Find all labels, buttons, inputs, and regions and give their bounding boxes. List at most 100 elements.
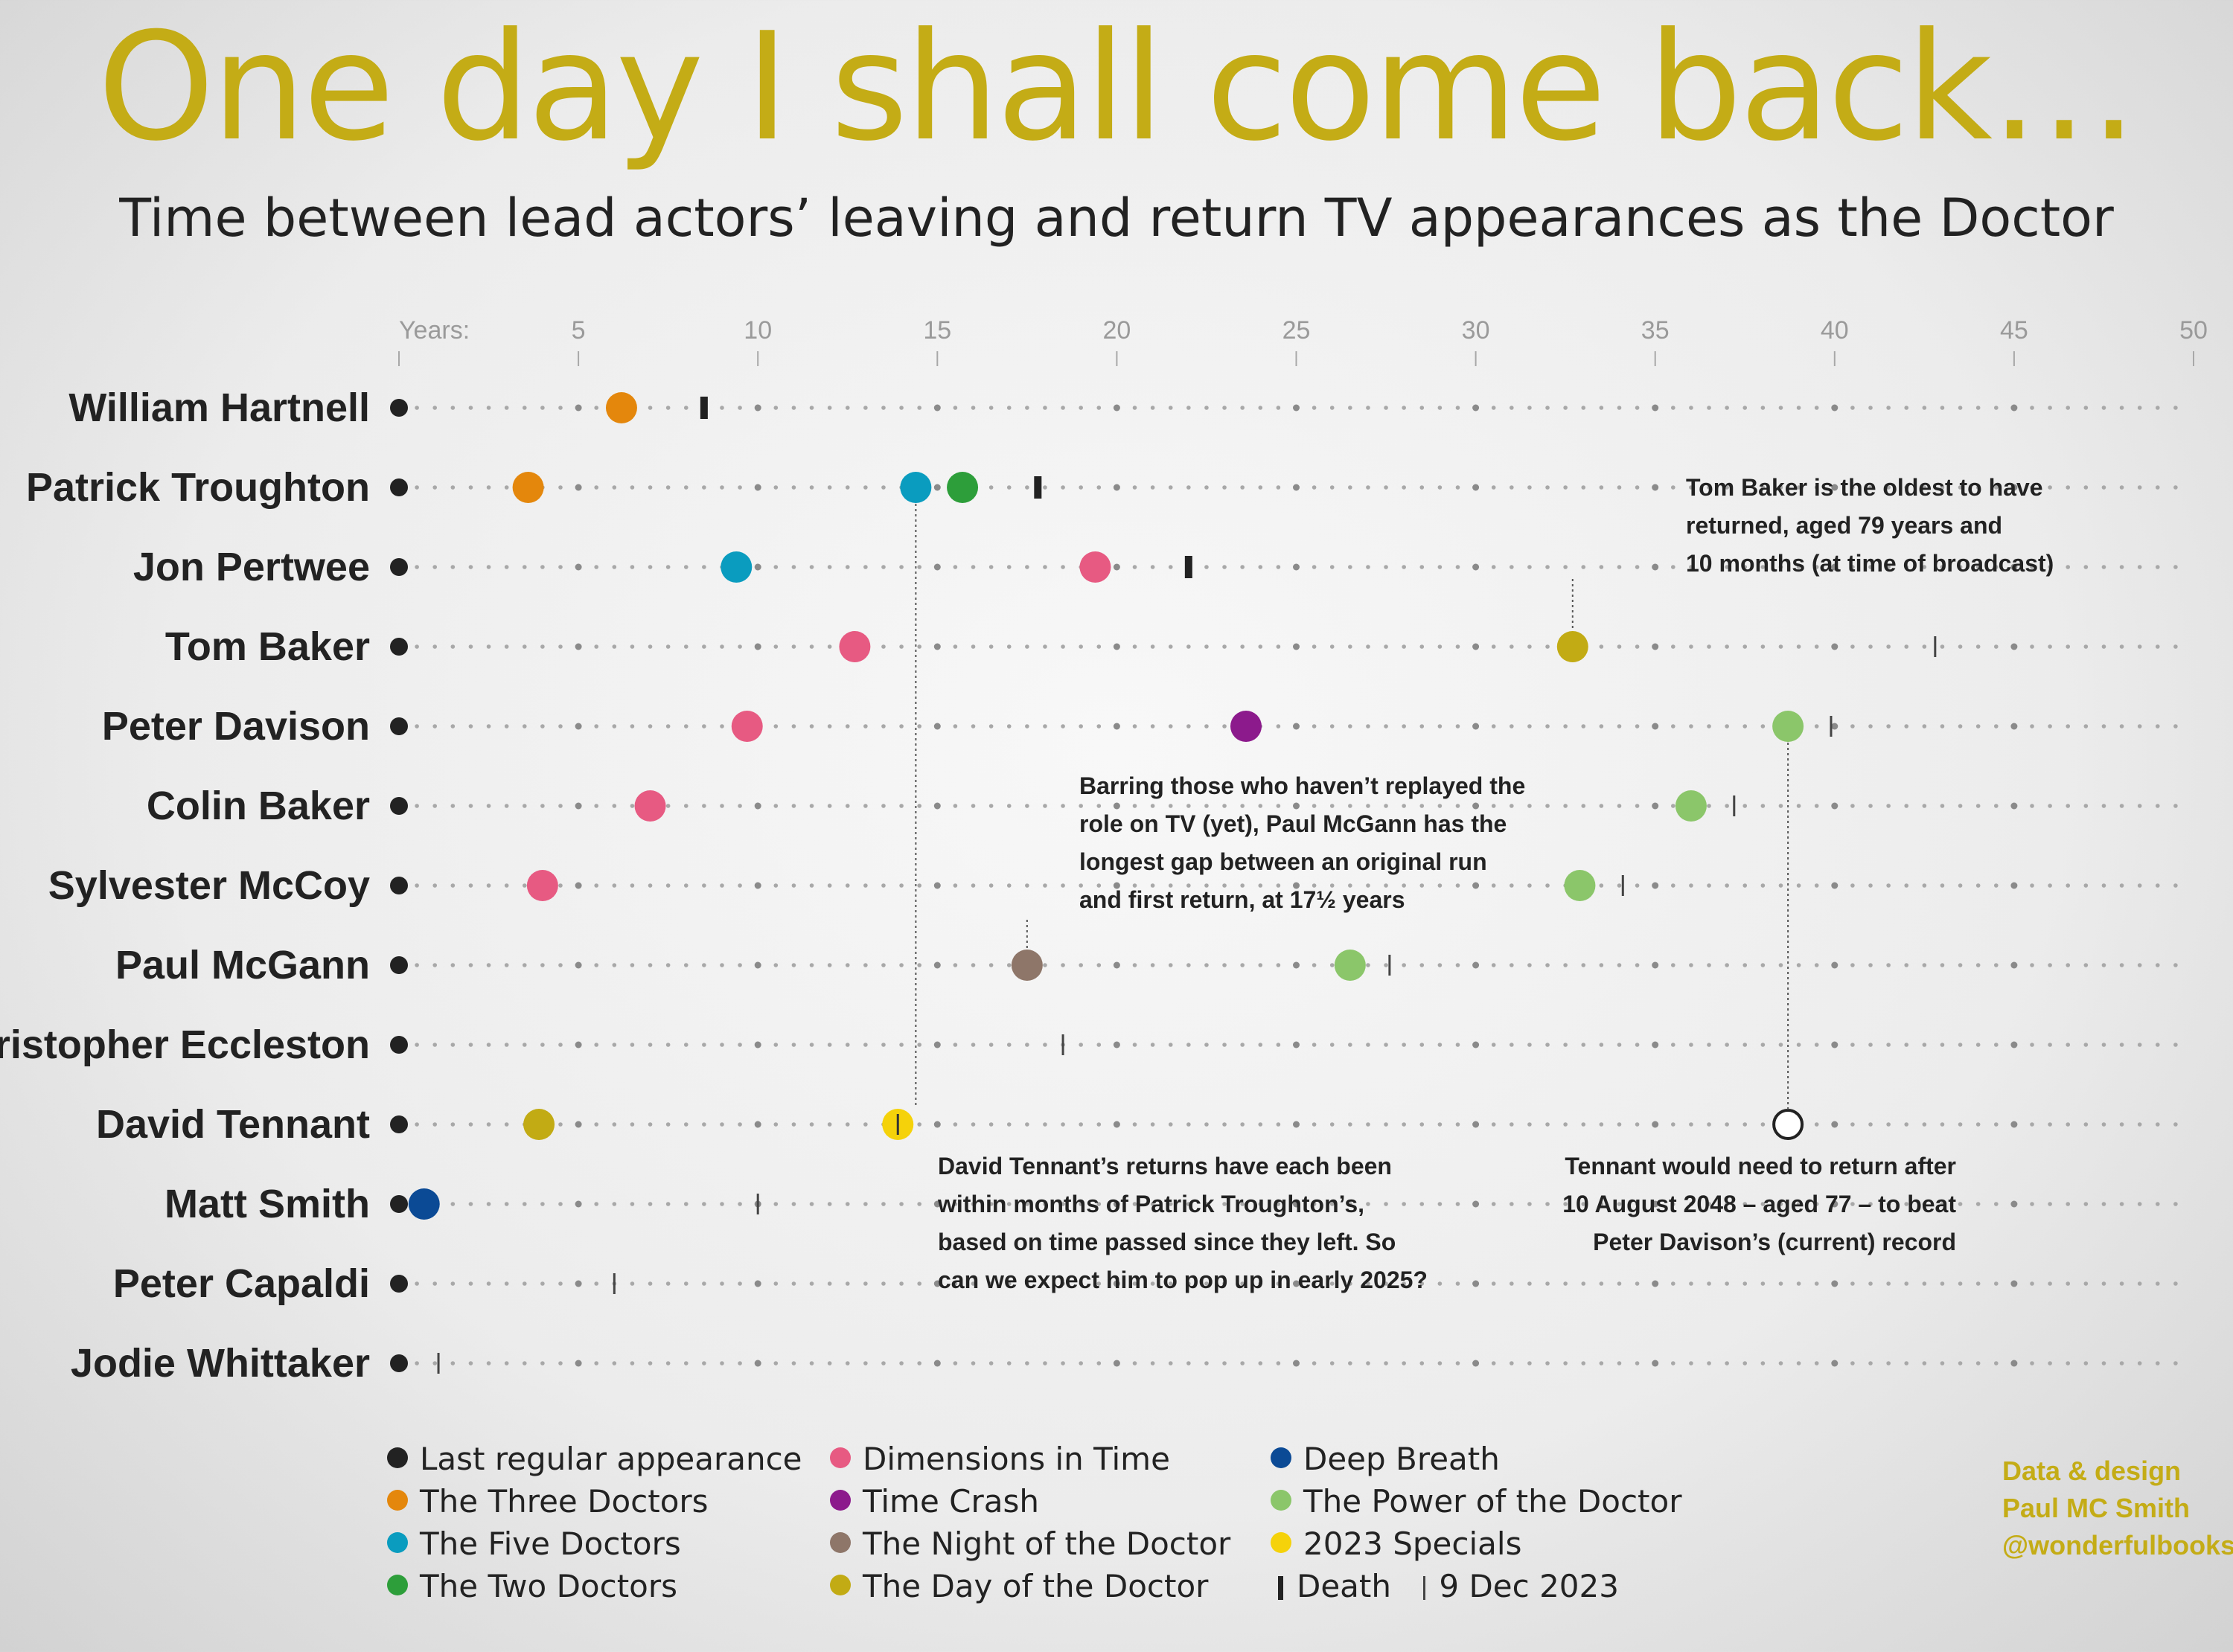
- guide-dot: [522, 1043, 527, 1047]
- guide-dot: [575, 882, 582, 889]
- guide-dot: [1168, 406, 1173, 410]
- guide-dot: [1922, 1202, 1927, 1206]
- guide-dot: [1168, 1202, 1173, 1206]
- guide-dot: [933, 1360, 941, 1367]
- guide-dot: [648, 1043, 653, 1047]
- guide-dot: [1725, 1281, 1729, 1286]
- guide-dot: [665, 565, 671, 569]
- guide-dot: [1617, 724, 1622, 729]
- doctor-row: Tom Baker: [165, 624, 2178, 669]
- guide-dot: [2083, 1281, 2089, 1286]
- guide-dot: [1455, 724, 1460, 729]
- guide-dot: [1419, 406, 1425, 410]
- guide-dot: [2066, 485, 2071, 490]
- guide-dot: [738, 883, 742, 888]
- guide-dot: [1886, 406, 1891, 410]
- guide-dot: [1096, 1122, 1102, 1127]
- doctor-name: Tom Baker: [165, 624, 370, 669]
- guide-dot: [1312, 804, 1317, 808]
- guide-dot: [1814, 1202, 1819, 1206]
- guide-dot: [1617, 565, 1622, 569]
- guide-dot: [2066, 644, 2071, 649]
- x-tick-label: 35: [1641, 316, 1670, 345]
- return-dot-dimensions: [634, 790, 666, 822]
- guide-dot: [1472, 723, 1480, 730]
- guide-dot: [2030, 963, 2034, 967]
- guide-dot: [1527, 1043, 1532, 1047]
- death-marker-icon: [1278, 1576, 1283, 1600]
- guide-dot: [2010, 723, 2018, 730]
- guide-dot: [827, 1122, 832, 1127]
- guide-dot: [1993, 963, 1999, 967]
- guide-dot: [1993, 1122, 1999, 1127]
- guide-dot: [1725, 644, 1729, 649]
- doctor-row: Matt Smith: [164, 1182, 2178, 1226]
- guide-dot: [1814, 1122, 1819, 1127]
- annotation-line: returned, aged 79 years and: [1686, 512, 2002, 539]
- guide-dot: [594, 565, 599, 569]
- guide-dot: [665, 963, 671, 967]
- guide-dot: [791, 1043, 796, 1047]
- doctor-row: William Hartnell: [68, 385, 2178, 430]
- guide-dot: [1079, 804, 1083, 808]
- guide-dot: [754, 802, 761, 810]
- guide-dot: [1545, 1281, 1550, 1286]
- guide-dot: [1778, 804, 1783, 808]
- guide-dot: [612, 1361, 617, 1366]
- guide-dot: [2066, 565, 2071, 569]
- guide-dot: [1904, 565, 1909, 569]
- guide-dot: [665, 406, 671, 410]
- guide-dot: [2155, 565, 2160, 569]
- guide-dot: [2155, 1281, 2160, 1286]
- guide-dot: [468, 1202, 473, 1206]
- guide-dot: [504, 724, 509, 729]
- guide-dot: [1006, 963, 1012, 967]
- guide-dot: [1814, 1281, 1819, 1286]
- return-dot-night: [1011, 950, 1043, 981]
- guide-dot: [1455, 804, 1460, 808]
- guide-dot: [1150, 883, 1155, 888]
- legend-two: The Two Doctors: [387, 1571, 677, 1602]
- projected-return-circle: [1772, 1109, 1804, 1140]
- guide-dot: [1617, 406, 1622, 410]
- guide-dot: [1079, 644, 1083, 649]
- guide-dot: [540, 804, 545, 808]
- guide-dot: [1707, 724, 1711, 729]
- guide-dot: [2066, 804, 2071, 808]
- guide-dot: [1958, 883, 1963, 888]
- guide-dot: [1061, 963, 1065, 967]
- guide-dot: [558, 883, 563, 888]
- guide-dot: [881, 406, 886, 410]
- guide-dot: [2173, 565, 2178, 569]
- guide-dot: [1671, 406, 1675, 410]
- guide-dot: [1778, 1202, 1783, 1206]
- guide-dot: [827, 1281, 832, 1286]
- guide-dot: [2066, 1361, 2071, 1366]
- guide-dot: [1168, 1122, 1173, 1127]
- guide-dot: [1222, 1202, 1227, 1206]
- guide-dot: [845, 883, 850, 888]
- guide-dot: [863, 963, 868, 967]
- guide-dot: [2173, 644, 2178, 649]
- guide-dot: [1831, 1360, 1839, 1367]
- guide-dot: [2155, 883, 2160, 888]
- guide-dot: [415, 804, 419, 808]
- guide-dot: [1922, 804, 1927, 808]
- guide-dot: [1348, 1281, 1352, 1286]
- guide-dot: [1348, 1202, 1352, 1206]
- guide-dot: [2083, 406, 2089, 410]
- guide-dot: [845, 1281, 850, 1286]
- guide-dot: [1725, 883, 1729, 888]
- last-appearance-dot: [390, 717, 408, 735]
- guide-dot: [1150, 1202, 1155, 1206]
- guide-dot: [1366, 724, 1370, 729]
- guide-dot: [1796, 565, 1801, 569]
- guide-dot: [2101, 406, 2106, 410]
- guide-dot: [1778, 485, 1783, 490]
- annotation-line: can we expect him to pop up in early 202…: [938, 1267, 1428, 1293]
- last-appearance-dot: [390, 797, 408, 815]
- guide-dot: [1258, 1281, 1263, 1286]
- guide-dot: [1850, 963, 1855, 967]
- guide-dot: [809, 565, 814, 569]
- guide-dot: [415, 1122, 419, 1127]
